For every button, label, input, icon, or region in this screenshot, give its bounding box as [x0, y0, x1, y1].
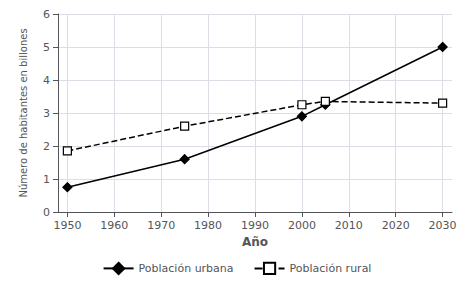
svg-text:2020: 2020: [382, 219, 410, 232]
svg-text:1990: 1990: [241, 219, 269, 232]
svg-text:4: 4: [43, 74, 50, 87]
svg-text:6: 6: [43, 8, 50, 21]
svg-text:Número de habitantes en billon: Número de habitantes en billones: [18, 28, 29, 197]
svg-text:3: 3: [43, 107, 50, 120]
svg-text:0: 0: [43, 206, 50, 219]
svg-text:1960: 1960: [100, 219, 128, 232]
svg-text:5: 5: [43, 41, 50, 54]
svg-text:2010: 2010: [335, 219, 363, 232]
svg-text:1970: 1970: [147, 219, 175, 232]
svg-text:2030: 2030: [429, 219, 457, 232]
svg-text:Población rural: Población rural: [290, 262, 372, 275]
svg-text:1980: 1980: [194, 219, 222, 232]
svg-text:1950: 1950: [53, 219, 81, 232]
svg-text:1: 1: [43, 173, 50, 186]
svg-text:Año: Año: [242, 235, 268, 249]
svg-text:Población urbana: Población urbana: [139, 262, 234, 275]
svg-text:2000: 2000: [288, 219, 316, 232]
svg-text:2: 2: [43, 140, 50, 153]
